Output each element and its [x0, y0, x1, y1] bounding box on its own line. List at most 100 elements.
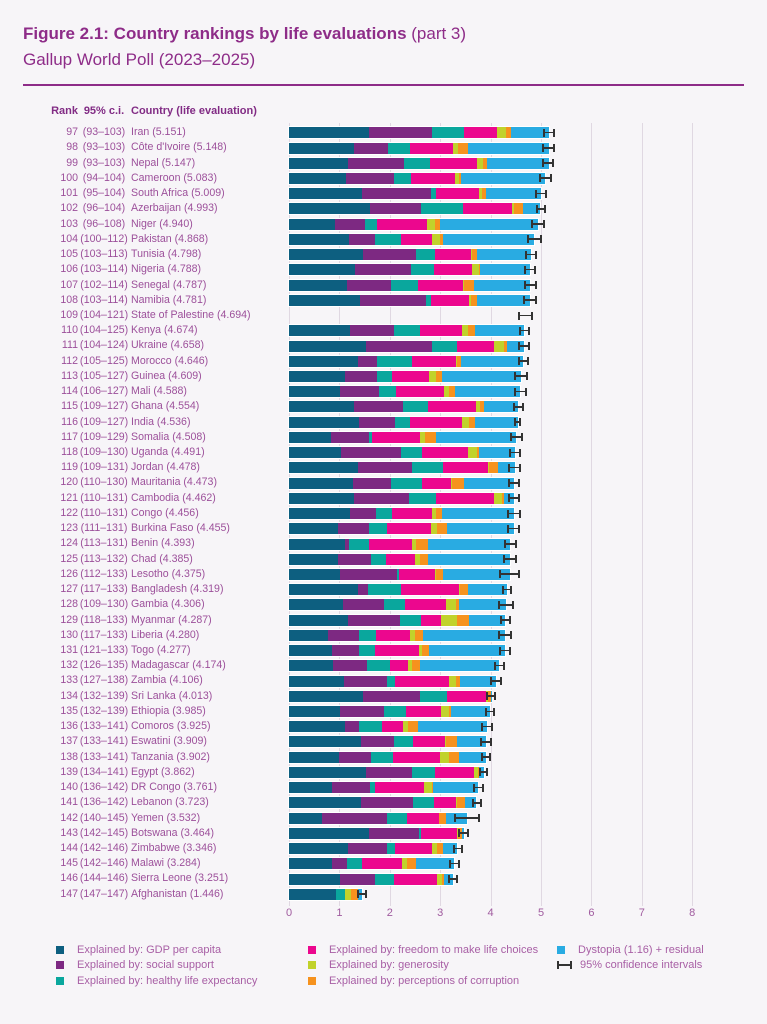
rank-cell: 98 — [66, 141, 78, 154]
country-cell: Benin (4.393) — [131, 537, 195, 550]
segment-freedom — [411, 355, 457, 367]
segment-gdp — [289, 172, 347, 184]
rank-cell: 125 — [60, 552, 78, 565]
ci-range-cell: (96–104) — [82, 202, 126, 215]
segment-residual — [469, 614, 506, 626]
confidence-interval-line — [488, 695, 495, 697]
segment-generosity — [444, 386, 449, 398]
segment-freedom — [421, 447, 468, 459]
stacked-bar — [289, 553, 511, 565]
segment-generosity — [457, 827, 458, 839]
country-row-108: 108 (103–114) Namibia (4.781) — [0, 293, 767, 308]
segment-corruption — [455, 599, 460, 611]
confidence-interval-line — [525, 284, 535, 286]
country-cell: Morocco (4.646) — [131, 354, 209, 367]
segment-healthy — [375, 873, 394, 885]
confidence-interval-bar — [517, 357, 529, 366]
country-cell: Namibia (4.781) — [131, 293, 207, 306]
rank-cell: 122 — [60, 506, 78, 519]
x-tick-label-6: 6 — [588, 907, 595, 919]
segment-healthy — [370, 751, 394, 763]
confidence-interval-line — [544, 131, 553, 134]
segment-social — [346, 172, 394, 184]
country-cell: Gambia (4.306) — [131, 598, 205, 611]
confidence-interval-line — [508, 512, 519, 515]
segment-freedom — [382, 721, 403, 733]
figure-title-part: (part 3) — [406, 24, 467, 43]
segment-gdp — [289, 431, 331, 443]
country-cell: Chad (4.385) — [131, 552, 193, 565]
segment-residual — [443, 233, 535, 245]
segment-generosity — [476, 401, 481, 413]
confidence-interval-line — [537, 192, 546, 195]
rank-cell: 119 — [61, 461, 78, 474]
segment-gdp — [289, 279, 348, 291]
legend-item-generosity: Explained by: generosity — [308, 958, 538, 974]
rank-cell: 128 — [60, 598, 78, 611]
confidence-interval-bar — [535, 204, 546, 213]
segment-residual — [461, 172, 545, 184]
confidence-interval-bar — [509, 433, 523, 442]
confidence-interval-bar — [513, 387, 527, 396]
ci-range-cell: (118–133) — [80, 613, 128, 626]
confidence-interval-icon-line — [559, 964, 570, 966]
ci-range-cell: (127–138) — [79, 674, 129, 687]
country-row-103: 103 (96–108) Niger (4.940) — [0, 217, 767, 232]
segment-gdp — [289, 660, 333, 672]
segment-freedom — [392, 508, 432, 520]
segment-gdp — [289, 203, 370, 215]
confidence-interval-bar — [501, 585, 512, 594]
segment-corruption — [420, 553, 428, 565]
segment-gdp — [289, 538, 346, 550]
legend-column-3: Dystopia (1.16) + residual 95% confidence… — [557, 942, 704, 973]
country-row-101: 101 (95–104) South Africa (5.009) — [0, 186, 767, 201]
segment-social — [353, 477, 392, 489]
x-tick-label-2: 2 — [386, 907, 393, 919]
segment-healthy — [365, 218, 378, 230]
confidence-interval-line — [521, 329, 529, 332]
segment-residual — [459, 599, 506, 611]
segment-freedom — [435, 188, 479, 200]
ci-range-cell: (133–141) — [79, 750, 129, 763]
country-row-105: 105 (103–113) Tunisia (4.798) — [0, 247, 767, 262]
confidence-interval-line — [495, 664, 503, 667]
segment-corruption — [482, 157, 487, 169]
confidence-interval-line — [514, 405, 523, 408]
segment-residual — [467, 142, 549, 154]
segment-gdp — [289, 782, 332, 794]
rank-cell: 121 — [60, 491, 78, 504]
segment-gdp — [289, 386, 341, 398]
rank-cell: 120 — [60, 476, 78, 489]
confidence-interval-line — [491, 680, 500, 682]
confidence-interval-line — [516, 421, 520, 423]
stacked-bar — [289, 218, 538, 230]
legend-label-generosity: Explained by: generosity — [329, 959, 449, 972]
segment-corruption — [448, 706, 452, 718]
confidence-interval-bar — [541, 144, 555, 153]
country-cell: Liberia (4.280) — [131, 628, 200, 641]
confidence-interval-bar — [493, 661, 505, 670]
confidence-interval-bar — [538, 174, 552, 183]
stacked-bar — [289, 721, 488, 733]
segment-freedom — [417, 279, 463, 291]
segment-gdp — [289, 188, 363, 200]
segment-social — [349, 508, 376, 520]
country-cell: Ghana (4.554) — [131, 400, 200, 413]
segment-healthy — [420, 203, 463, 215]
segment-generosity — [429, 370, 436, 382]
segment-corruption — [472, 249, 477, 261]
confidence-interval-bar — [484, 707, 495, 716]
country-row-111: 111 (104–124) Ukraine (4.658) — [0, 338, 767, 353]
rank-cell: 147 — [60, 887, 78, 900]
confidence-interval-line — [481, 771, 487, 774]
segment-residual — [439, 218, 538, 230]
stacked-bar — [289, 340, 524, 352]
segment-corruption — [407, 721, 418, 733]
confidence-interval-icon — [557, 961, 572, 970]
rank-cell: 112 — [61, 354, 78, 367]
confidence-interval-bar — [523, 296, 537, 305]
ci-range-cell: (109–129) — [79, 430, 129, 443]
segment-generosity — [418, 645, 423, 657]
legend-item-social: Explained by: social support — [56, 958, 257, 974]
segment-residual — [417, 721, 488, 733]
